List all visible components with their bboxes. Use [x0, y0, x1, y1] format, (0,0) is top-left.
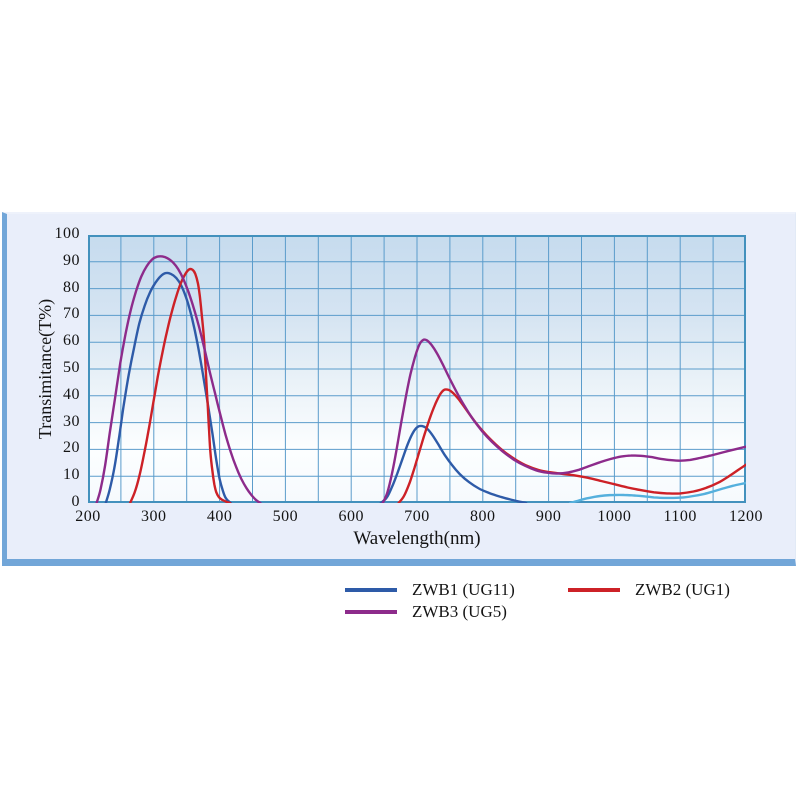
curve-zwb1 — [379, 424, 528, 503]
y-tick-label: 0 — [71, 493, 80, 510]
y-tick-label: 80 — [63, 278, 80, 296]
curve-zwb3 — [95, 255, 262, 503]
y-tick-label: 100 — [54, 225, 80, 242]
y-tick-label: 50 — [63, 359, 80, 376]
x-tick-label: 700 — [404, 508, 430, 525]
x-tick-label: 400 — [206, 508, 233, 525]
x-tick-label: 300 — [141, 508, 167, 525]
x-tick-label: 500 — [272, 508, 299, 525]
y-tick-label: 40 — [63, 385, 80, 403]
grid-lines — [88, 235, 746, 503]
curve-zwb2 — [128, 267, 232, 503]
x-tick-label: 200 — [75, 508, 101, 525]
x-tick-label: 1200 — [729, 508, 763, 525]
legend-item-zwb2: ZWB2 (UG1) — [568, 580, 730, 600]
curve-zwb2 — [397, 388, 746, 503]
y-tick-label: 70 — [63, 305, 80, 323]
legend-label-zwb2: ZWB2 (UG1) — [635, 580, 730, 599]
curve-zwb1 — [104, 271, 232, 503]
chart-canvas — [88, 235, 746, 503]
y-tick-label: 90 — [63, 251, 80, 269]
x-tick-label: 1000 — [597, 508, 632, 525]
x-axis-title: Wavelength(nm) — [353, 528, 481, 549]
x-tick-label: 1100 — [663, 508, 697, 525]
legend-swatch-zwb3 — [345, 610, 397, 614]
legend-label-zwb1: ZWB1 (UG11) — [412, 580, 515, 599]
y-tick-label: 10 — [63, 466, 80, 484]
legend-item-zwb3: ZWB3 (UG5) — [345, 602, 507, 622]
legend-swatch-zwb2 — [568, 588, 620, 592]
legend-label-zwb3: ZWB3 (UG5) — [412, 602, 507, 621]
y-tick-label: 30 — [63, 412, 80, 430]
legend-swatch-zwb1 — [345, 588, 397, 592]
curve-zwb3 — [381, 338, 746, 503]
x-tick-label: 800 — [470, 508, 496, 525]
legend-item-zwb1: ZWB1 (UG11) — [345, 580, 515, 600]
y-axis-title: Transimitance(T%) — [35, 298, 55, 440]
plot-border — [88, 235, 746, 503]
y-tick-label: 20 — [63, 439, 80, 457]
x-tick-label: 600 — [338, 508, 364, 525]
curve-zwb1_tail — [569, 481, 746, 503]
x-tick-label: 900 — [535, 508, 562, 525]
y-tick-label: 60 — [63, 332, 80, 350]
